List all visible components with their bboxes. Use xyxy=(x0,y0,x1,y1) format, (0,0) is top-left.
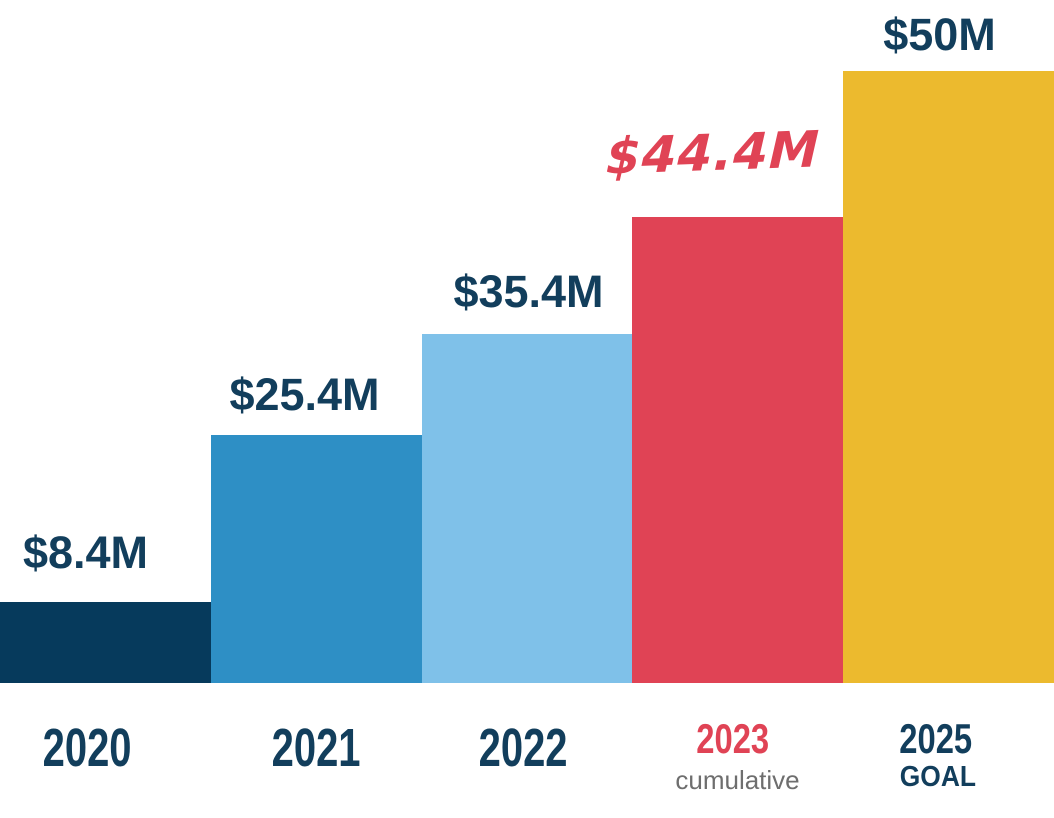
bar-2025-goal xyxy=(843,71,1054,683)
bar-2022 xyxy=(422,334,632,683)
bar-2021 xyxy=(211,435,422,683)
bar-2020 xyxy=(0,602,211,683)
bar-2023-cumulative xyxy=(632,217,843,683)
sub-label-goal: GOAL xyxy=(832,763,1043,792)
value-label-2023: $44.4M xyxy=(605,120,821,186)
axis-label-2025: 2025 xyxy=(830,718,1041,760)
axis-label-2025-text: 2025 xyxy=(899,715,972,762)
value-label-2021: $25.4M xyxy=(229,369,380,420)
axis-label-2020-text: 2020 xyxy=(43,718,132,778)
axis-label-2022: 2022 xyxy=(418,721,629,775)
value-label-2025: $50M xyxy=(883,9,996,60)
axis-label-2022-text: 2022 xyxy=(479,718,568,778)
axis-label-2020: 2020 xyxy=(0,721,193,775)
axis-label-2021-text: 2021 xyxy=(272,718,361,778)
value-label-2023-text: $44.4M xyxy=(605,120,821,186)
sub-label-goal-text: GOAL xyxy=(899,761,976,793)
value-label-2022: $35.4M xyxy=(453,266,604,317)
axis-label-2023: 2023 xyxy=(627,718,838,760)
value-label-2020: $8.4M xyxy=(22,527,149,578)
sub-label-cumulative: cumulative xyxy=(675,765,800,795)
axis-label-2023-text: 2023 xyxy=(696,715,769,762)
axis-label-2021: 2021 xyxy=(211,721,422,775)
